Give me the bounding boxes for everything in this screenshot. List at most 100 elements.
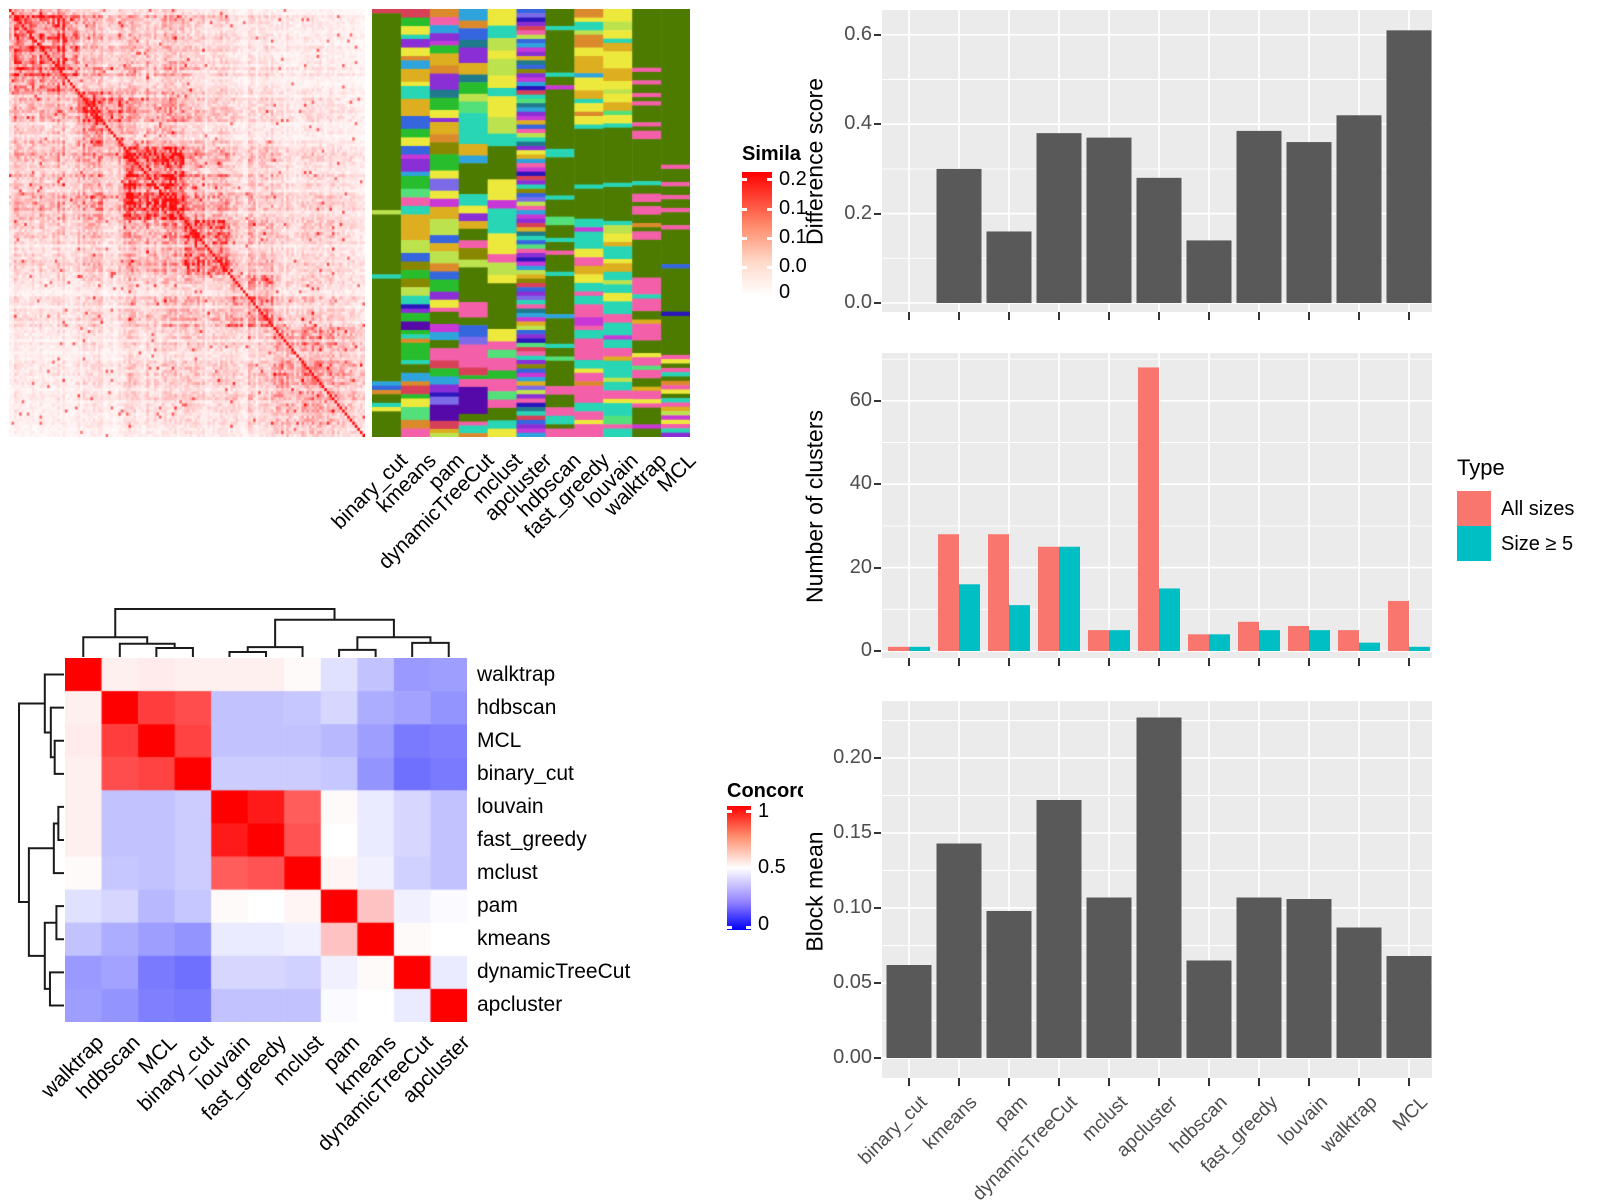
size-ge5-swatch xyxy=(1457,526,1491,561)
bar-MCL xyxy=(1386,956,1432,1058)
concordance-row-label: hdbscan xyxy=(477,695,557,719)
bar-all-sizes-apcluster xyxy=(1138,367,1159,651)
similarity-legend-tick-label: 0.0 xyxy=(779,255,807,277)
similarity-legend-tick-label: 0 xyxy=(779,281,791,303)
concordance-legend-tick-label: 0.5 xyxy=(758,856,786,878)
bar-mclust xyxy=(1086,137,1132,303)
all-sizes-label: All sizes xyxy=(1501,498,1575,520)
concordance-legend-tick xyxy=(746,926,751,929)
bar-louvain xyxy=(1286,899,1332,1058)
concordance-legend-tick-label: 0 xyxy=(758,913,770,935)
bar-hdbscan xyxy=(1186,960,1232,1058)
concordance-legend-tick xyxy=(746,810,751,813)
y-axis-tick xyxy=(874,907,881,909)
number-of-clusters-axis-title: Number of clusters xyxy=(801,410,828,604)
bar-all-sizes-kmeans xyxy=(938,534,959,651)
bar-all-sizes-mclust xyxy=(1088,630,1109,651)
concordance-row-label: pam xyxy=(477,894,518,918)
concordance-row-label: apcluster xyxy=(477,993,563,1017)
difference_score-ytick-label: 0.6 xyxy=(844,22,872,45)
concordance-row-label: kmeans xyxy=(477,927,551,951)
concordance-legend-tick xyxy=(727,810,732,813)
concordance-row-label: MCL xyxy=(477,728,522,752)
number_of_clusters-ytick-label: 60 xyxy=(849,388,872,411)
similarity-legend-tick xyxy=(742,178,747,181)
similarity-legend-tick xyxy=(767,208,772,211)
bar-fast_greedy xyxy=(1236,897,1282,1058)
dendrogram-path xyxy=(18,608,450,1007)
bar-louvain xyxy=(1286,142,1332,303)
similarity-legend-tick-label: 0.1 xyxy=(779,197,807,219)
similarity-heatmap-canvas xyxy=(9,9,365,437)
bar-binary_cut xyxy=(886,965,932,1058)
bar-fast_greedy xyxy=(1236,130,1282,303)
bar-size-≥-5-louvain xyxy=(1309,630,1330,651)
difference_score-ytick-label: 0.2 xyxy=(844,201,872,224)
bar-kmeans xyxy=(936,843,982,1058)
bar-size-≥-5-mclust xyxy=(1109,630,1130,651)
bar-all-sizes-fast_greedy xyxy=(1238,621,1259,651)
similarity-legend-tick xyxy=(742,237,747,240)
bar-walktrap xyxy=(1336,115,1382,303)
bar-dynamicTreeCut xyxy=(1036,800,1082,1058)
number_of_clusters-panel xyxy=(882,353,1432,666)
block_mean-ytick-label: 0.00 xyxy=(833,1046,872,1068)
bar-mclust xyxy=(1086,897,1132,1058)
y-axis-tick xyxy=(874,33,881,36)
concordance-legend-gradient xyxy=(727,806,751,930)
bar-apcluster xyxy=(1136,177,1182,303)
block_mean-ytick-label: 0.15 xyxy=(833,821,872,843)
similarity-legend-tick xyxy=(767,237,772,240)
bar-kmeans xyxy=(936,168,982,303)
bar-size-≥-5-kmeans xyxy=(959,584,980,651)
bar-size-≥-5-fast_greedy xyxy=(1259,630,1280,651)
concordance-row-label: binary_cut xyxy=(477,761,574,785)
bar-all-sizes-dynamicTreeCut xyxy=(1038,546,1059,651)
concordance-legend-tick-label: 1 xyxy=(758,800,770,822)
bar-apcluster xyxy=(1136,717,1182,1058)
bar-pam xyxy=(986,231,1032,303)
difference_score-ytick-label: 0.4 xyxy=(844,112,872,135)
concordance-row-label: mclust xyxy=(477,861,538,885)
difference_score-ytick-label: 0.0 xyxy=(844,291,872,313)
bar-dynamicTreeCut xyxy=(1036,133,1082,303)
bar-size-≥-5-walktrap xyxy=(1359,642,1380,651)
bar-hdbscan xyxy=(1186,240,1232,303)
bar-all-sizes-pam xyxy=(988,534,1009,651)
y-axis-tick xyxy=(874,302,881,304)
bar-all-sizes-MCL xyxy=(1388,600,1409,651)
block_mean-ytick-label: 0.20 xyxy=(833,746,872,768)
similarity-legend-tick xyxy=(742,266,747,269)
y-axis-tick xyxy=(874,566,881,569)
difference-score-axis-title: Difference score xyxy=(801,77,828,246)
size-ge5-label: Size ≥ 5 xyxy=(1501,533,1574,555)
similarity-legend-tick xyxy=(767,266,772,269)
type-legend-title: Type xyxy=(1457,455,1505,480)
similarity-legend-tick xyxy=(742,208,747,211)
bar-size-≥-5-binary_cut xyxy=(909,646,930,651)
bar-size-≥-5-MCL xyxy=(1409,646,1430,651)
difference_score-panel xyxy=(882,10,1432,320)
y-axis-tick xyxy=(874,483,881,486)
number_of_clusters-ytick-label: 40 xyxy=(849,472,872,495)
y-axis-tick xyxy=(874,757,881,759)
bar-size-≥-5-apcluster xyxy=(1159,588,1180,651)
y-axis-tick xyxy=(874,650,881,652)
concordance-row-label: fast_greedy xyxy=(477,828,587,851)
bar-MCL xyxy=(1386,30,1432,304)
bar-all-sizes-walktrap xyxy=(1338,630,1359,651)
concordance-legend-title: Concordance xyxy=(727,780,803,802)
block_mean-ytick-label: 0.05 xyxy=(833,971,872,993)
bar-size-≥-5-dynamicTreeCut xyxy=(1059,546,1080,651)
y-axis-tick xyxy=(874,212,881,215)
block_mean-ytick-label: 0.10 xyxy=(833,896,872,918)
block_mean-panel xyxy=(882,701,1432,1086)
y-axis-tick xyxy=(874,832,881,834)
y-axis-tick xyxy=(874,123,881,126)
y-axis-tick xyxy=(874,399,881,402)
similarity-legend-tick xyxy=(767,178,772,181)
number_of_clusters-ytick-label: 0 xyxy=(860,639,872,661)
partition-heatmap-canvas xyxy=(372,9,690,437)
